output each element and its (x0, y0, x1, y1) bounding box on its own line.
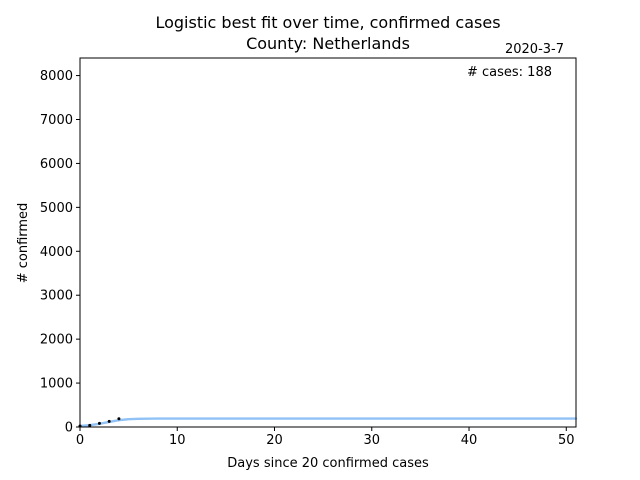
x-tick-label: 20 (266, 433, 283, 448)
axes-frame (79, 57, 577, 428)
plot-area: 0 10 20 30 40 50 0 1000 2000 3000 4000 5000 6000 7000… (40, 57, 578, 448)
x-tick-label: 40 (461, 433, 478, 448)
y-tick-label: 1000 (40, 377, 73, 392)
x-tick-label: 0 (76, 433, 84, 448)
y-tick-label: 8000 (40, 69, 73, 84)
x-tick-label: 10 (169, 433, 186, 448)
x-axis-label: Days since 20 confirmed cases (227, 456, 429, 471)
y-tick-label: 3000 (40, 289, 73, 304)
y-tick-label: 7000 (40, 113, 73, 128)
date-label: 2020-3-7 (505, 42, 564, 57)
chart-title: Logistic best fit over time, confirmed c… (155, 13, 500, 32)
observed-point (88, 423, 92, 427)
y-tick-label: 5000 (40, 201, 73, 216)
cases-annotation: # cases: 188 (467, 65, 552, 80)
y-tick-label: 6000 (40, 157, 73, 172)
observed-point (107, 419, 111, 423)
y-axis-label: # confirmed (16, 203, 31, 284)
observed-point (97, 421, 101, 425)
chart-subtitle: County: Netherlands (246, 34, 410, 53)
y-tick-label: 2000 (40, 333, 73, 348)
fit-curve-line (78, 417, 578, 428)
y-tick-label: 0 (65, 421, 73, 436)
observed-point (117, 417, 121, 421)
y-tick-label: 4000 (40, 245, 73, 260)
x-tick-label: 30 (363, 433, 380, 448)
x-tick-label: 50 (558, 433, 575, 448)
